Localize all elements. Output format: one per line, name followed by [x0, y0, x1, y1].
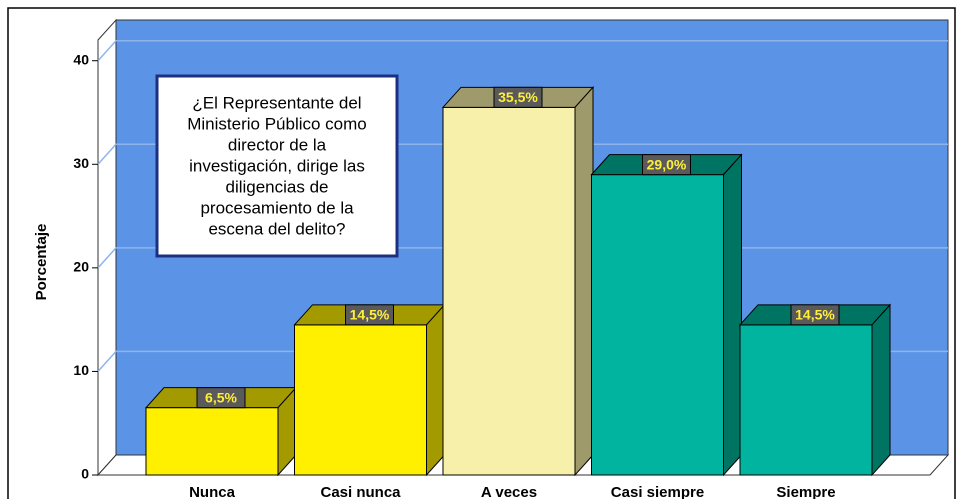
value-label: 14,5% [350, 307, 390, 323]
bar-side [574, 86, 594, 477]
annotation-line: director de la [228, 135, 327, 154]
y-tick-label: 10 [73, 362, 89, 378]
bar-side [871, 303, 891, 477]
x-tick-label: Siempre [776, 484, 835, 499]
bar-side [426, 303, 445, 477]
value-label-box [196, 387, 246, 409]
y-axis-label: Porcentaje [33, 224, 50, 301]
annotation-line: ¿El Representante del [192, 93, 361, 112]
value-label: 29,0% [647, 156, 687, 172]
y-tick-label: 20 [73, 259, 89, 275]
x-tick-label: Casi nunca [320, 484, 401, 499]
bar [145, 407, 279, 476]
grid-line [97, 39, 948, 62]
annotation-line: investigación, dirige las [189, 156, 365, 175]
x-tick-label: Casi siempre [611, 484, 704, 499]
y-tick-label: 40 [73, 51, 89, 67]
bar [442, 106, 576, 476]
value-label-box [642, 154, 691, 176]
annotation-line: procesamiento de la [200, 198, 354, 217]
value-label-box [345, 304, 394, 326]
side-wall [97, 18, 117, 477]
bar [739, 324, 873, 476]
x-tick-label: A veces [481, 484, 537, 499]
value-label: 35,5% [498, 89, 538, 105]
annotation-box [155, 74, 399, 258]
annotation-line: Ministerio Público como [187, 114, 367, 133]
y-tick-label: 30 [73, 155, 89, 171]
bar [591, 174, 724, 476]
y-tick-label: 0 [81, 466, 89, 482]
value-label-box [790, 304, 840, 326]
value-label: 14,5% [795, 307, 835, 323]
value-label-box [493, 86, 543, 108]
grid-line [97, 143, 948, 165]
frame [7, 7, 956, 499]
bar [294, 324, 427, 476]
bar-side [723, 153, 742, 477]
x-tick-label: Nunca [189, 484, 236, 499]
value-label: 6,5% [205, 389, 237, 405]
annotation-line: escena del delito? [208, 219, 345, 238]
annotation-line: diligencias de [225, 177, 328, 196]
